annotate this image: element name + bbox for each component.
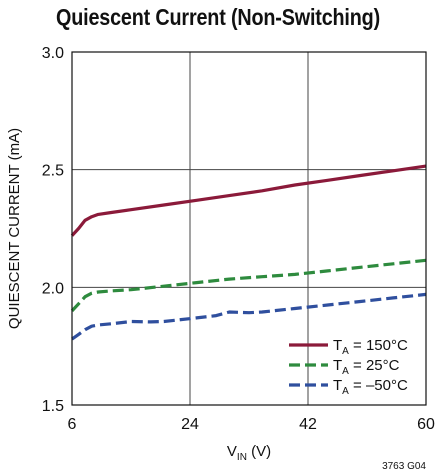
chart-title: Quiescent Current (Non-Switching) [55, 4, 381, 30]
x-axis-label-unit: (V) [247, 443, 271, 460]
y-axis-label: QUIESCENT CURRENT (mA) [6, 128, 23, 329]
y-tick-label: 3.0 [42, 45, 64, 62]
legend-label-2: TA = –50°C [333, 377, 408, 397]
figure-code: 3763 G04 [382, 461, 426, 472]
y-tick-label: 2.5 [42, 163, 64, 180]
y-tick-label: 2.0 [42, 280, 64, 297]
x-tick-label: 42 [299, 416, 317, 433]
x-tick-label: 60 [417, 416, 435, 433]
tick-labels: 6 24 42 60 1.5 2.0 2.5 3.0 [42, 45, 435, 433]
x-axis-label-sub: IN [237, 452, 247, 463]
y-tick-label: 1.5 [42, 398, 64, 415]
series-line-2 [71, 292, 427, 341]
grid [72, 52, 426, 405]
x-axis-label: VIN (V) [227, 443, 271, 463]
legend: TA = 150°CTA = 25°CTA = –50°C [289, 337, 408, 397]
x-tick-label: 24 [181, 416, 199, 433]
plot-frame [71, 51, 427, 406]
x-tick-label: 6 [68, 416, 77, 433]
x-axis-label-main: V [227, 443, 237, 460]
series-layer [70, 164, 427, 341]
series-line-0 [70, 164, 427, 237]
legend-label-1: TA = 25°C [333, 357, 400, 377]
series-line-1 [70, 258, 427, 312]
legend-label-0: TA = 150°C [333, 337, 408, 357]
